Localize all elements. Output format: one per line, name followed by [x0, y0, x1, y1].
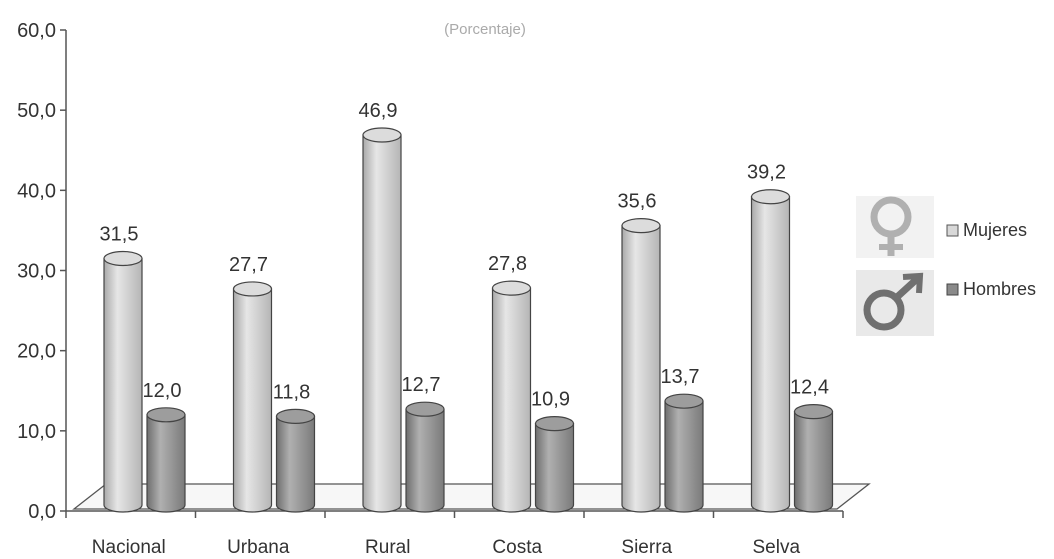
legend-swatch-mujeres — [946, 224, 959, 237]
y-tick-label: 60,0 — [17, 20, 56, 42]
data-label-mujeres-sierra: 35,6 — [618, 191, 657, 213]
female-symbol-icon — [856, 196, 934, 258]
bar-hombres-selva — [793, 403, 834, 513]
value-labels: 31,5 12,0 27,7 11,8 46,9 12,7 27,8 10,9 35,6 13,7… — [100, 100, 829, 411]
bar-mujeres-selva — [750, 189, 791, 513]
bar-hombres-nacional — [146, 407, 186, 513]
y-tick-label: 20,0 — [17, 341, 56, 363]
data-label-mujeres-urbana: 27,7 — [229, 254, 268, 276]
bar-mujeres-costa — [491, 280, 532, 513]
legend: Mujeres Hombres — [856, 196, 1036, 336]
x-tick-label: Sierra — [621, 537, 672, 558]
axes: 0,0 10,0 20,0 30,0 40,0 50,0 60,0 — [17, 20, 844, 523]
legend-label-hombres: Hombres — [963, 279, 1036, 299]
x-tick-label: Selva — [752, 537, 800, 558]
category-labels: Nacional Urbana Rural Costa Sierra Selva — [92, 537, 801, 558]
bar-hombres-costa — [534, 416, 575, 513]
x-tick-label: Costa — [492, 537, 542, 558]
male-symbol-icon — [856, 270, 934, 336]
bar-mujeres-rural — [362, 127, 402, 513]
data-label-hombres-rural: 12,7 — [402, 374, 441, 396]
y-tick-label: 30,0 — [17, 261, 56, 283]
data-label-hombres-selva: 12,4 — [790, 377, 829, 399]
data-label-mujeres-rural: 46,9 — [359, 100, 398, 122]
data-label-hombres-sierra: 13,7 — [661, 366, 700, 388]
data-label-hombres-costa: 10,9 — [531, 389, 570, 411]
x-tick-label: Nacional — [92, 537, 166, 558]
data-label-hombres-nacional: 12,0 — [143, 380, 182, 402]
data-label-mujeres-selva: 39,2 — [747, 162, 786, 184]
legend-swatch-hombres — [946, 283, 959, 296]
bar-hombres-rural — [405, 401, 445, 513]
bar-mujeres-sierra — [621, 218, 661, 513]
y-tick-label: 10,0 — [17, 421, 56, 443]
chart-subtitle: (Porcentaje) — [444, 21, 526, 38]
y-tick-label: 0,0 — [28, 501, 56, 523]
bars — [103, 127, 834, 513]
legend-label-mujeres: Mujeres — [963, 220, 1027, 240]
x-tick-label: Urbana — [227, 537, 290, 558]
data-label-hombres-urbana: 11,8 — [273, 381, 310, 403]
bar-hombres-urbana — [275, 408, 316, 513]
x-tick-label: Rural — [365, 537, 410, 558]
chart-floor — [72, 483, 871, 510]
data-label-mujeres-costa: 27,8 — [488, 253, 527, 275]
y-tick-label: 40,0 — [17, 180, 56, 202]
bar-hombres-sierra — [664, 393, 704, 513]
data-label-mujeres-nacional: 31,5 — [100, 223, 139, 245]
bar-mujeres-nacional — [103, 250, 143, 513]
bar-mujeres-urbana — [232, 281, 273, 513]
y-tick-label: 50,0 — [17, 100, 56, 122]
